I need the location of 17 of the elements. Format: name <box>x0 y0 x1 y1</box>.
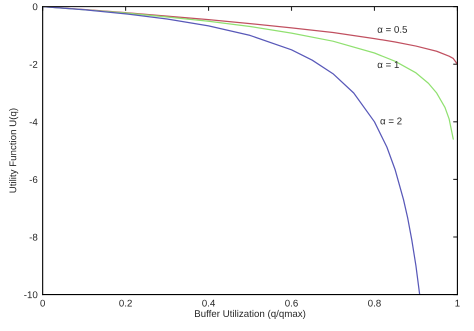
x-tick-label: 0.6 <box>285 300 298 307</box>
series-label: α = 1 <box>378 61 399 68</box>
series-label: α = 0.5 <box>378 26 408 33</box>
x-tick-label: 0.4 <box>202 300 216 307</box>
y-tick-label: -6 <box>30 176 38 184</box>
y-axis-title: Utility Function U(q) <box>9 108 18 193</box>
series-label: α = 2 <box>380 118 402 124</box>
x-tick-label: 1 <box>455 300 460 306</box>
y-tick-label: 0 <box>32 3 38 10</box>
x-axis-title: Buffer Utilization (q/qmax) <box>195 310 306 319</box>
y-tick-label: -4 <box>30 118 38 126</box>
x-tick-label: 0 <box>40 300 45 307</box>
y-tick-label: -10 <box>24 291 38 298</box>
x-tick-label: 0.8 <box>368 300 381 307</box>
y-tick-label: -8 <box>30 234 38 241</box>
x-tick-label: 0.2 <box>119 300 132 307</box>
y-tick-label: -2 <box>30 60 38 68</box>
